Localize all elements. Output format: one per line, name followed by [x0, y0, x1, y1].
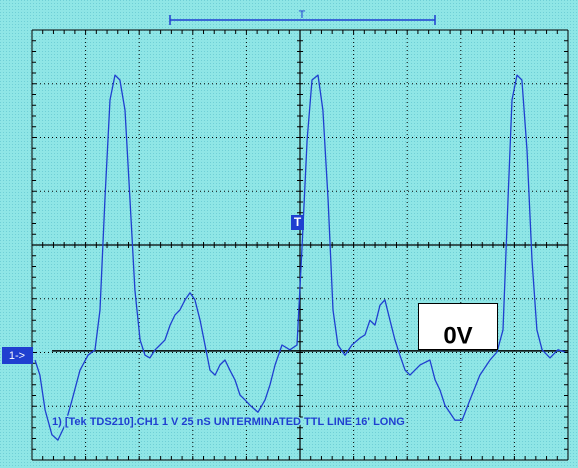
- trigger-marker: T: [294, 215, 302, 229]
- window-bracket: [169, 15, 436, 25]
- channel-marker: 1->: [9, 350, 25, 362]
- reference-label-box: 0V: [418, 303, 498, 350]
- plot: [34, 74, 568, 441]
- channel-marker-box: [2, 347, 33, 364]
- reference-box: [418, 303, 498, 350]
- caption: 1) [Tek TDS210].CH1 1 V 25 nS UNTERMINAT…: [52, 416, 405, 428]
- trigger-marker-box: [291, 215, 304, 230]
- trigger-position-marker: T: [299, 9, 306, 21]
- reference-label: 0V: [443, 322, 472, 349]
- waveform: [34, 74, 566, 441]
